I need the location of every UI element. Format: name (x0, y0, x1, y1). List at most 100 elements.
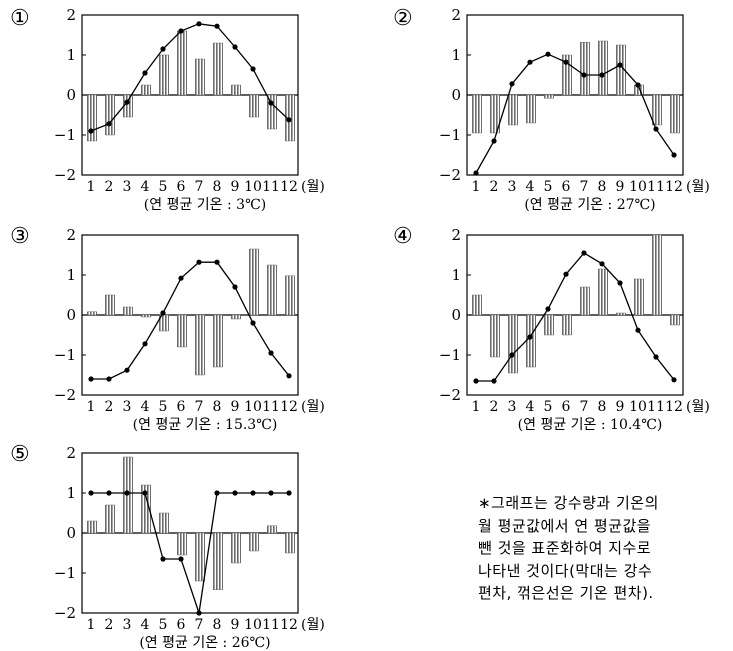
x-tick-label: 6 (562, 179, 571, 195)
temp-point (196, 610, 202, 616)
temp-point (232, 490, 238, 496)
temp-point (527, 59, 533, 65)
temp-point (250, 66, 256, 72)
temp-line (90, 23, 290, 132)
x-tick-label: 8 (213, 179, 222, 195)
y-tick-label: 2 (66, 226, 76, 244)
y-tick-label: −2 (439, 386, 461, 404)
y-tick-label: 2 (451, 6, 461, 24)
x-unit-label: (월) (301, 179, 325, 195)
x-tick-label: 1 (87, 399, 96, 415)
temp-point (509, 352, 515, 358)
precip-bar (616, 312, 626, 316)
chart-panel-2: ② 2 1 0 −1 −2 1 2 3 4 5 6 7 8 9 10 11 12 (월) (연 평균 기온 : 27… (385, 0, 725, 215)
footnote-line: 뺀 것을 표준화하여 지수로 (478, 539, 652, 557)
precip-bar (490, 314, 500, 358)
temp-point (88, 490, 94, 496)
y-tick-label: 2 (451, 226, 461, 244)
temp-point (617, 280, 623, 286)
precip-bar (231, 84, 241, 96)
y-tick-label: −1 (54, 346, 76, 364)
x-tick-label: 11 (262, 617, 280, 633)
temp-point (142, 341, 148, 347)
temp-point (509, 81, 515, 87)
precip-bar (159, 54, 169, 96)
temp-point (142, 490, 148, 496)
x-tick-label: 6 (177, 179, 186, 195)
precip-bar (598, 268, 608, 316)
precip-bar (670, 94, 680, 134)
precip-bar (267, 525, 277, 534)
temp-point (563, 59, 569, 65)
x-tick-label: 10 (629, 399, 647, 415)
temp-point (142, 70, 148, 76)
temp-point (653, 126, 659, 132)
y-tick-label: 0 (451, 86, 461, 104)
y-tick-label: −1 (439, 126, 461, 144)
precip-bar (285, 532, 295, 554)
temp-point (635, 82, 641, 88)
x-tick-label: 11 (262, 399, 280, 415)
precip-bar (141, 314, 151, 318)
precip-bar (508, 314, 518, 374)
precip-bar (87, 520, 97, 534)
x-tick-label: 3 (508, 399, 517, 415)
x-tick-label: 11 (647, 179, 665, 195)
x-tick-label: 9 (616, 179, 625, 195)
x-tick-label: 4 (141, 399, 150, 415)
chart-caption: (연 평균 기온 : 3℃) (144, 197, 266, 213)
precip-bar (177, 532, 187, 556)
temp-point (160, 310, 166, 316)
x-tick-label: 12 (665, 399, 683, 415)
temp-point (599, 261, 605, 267)
temp-point (106, 121, 112, 127)
precip-bar (544, 314, 554, 336)
x-tick-label: 9 (231, 617, 240, 633)
x-tick-label: 3 (123, 617, 132, 633)
x-tick-label: 9 (231, 399, 240, 415)
x-tick-label: 12 (280, 179, 298, 195)
temp-point (88, 128, 94, 134)
footnote-line: 편차, 꺾은선은 기온 편차). (478, 584, 654, 602)
precip-bar (616, 44, 626, 96)
temp-point (635, 327, 641, 333)
temp-point (106, 490, 112, 496)
temp-point (617, 62, 623, 68)
y-tick-label: 0 (66, 306, 76, 324)
x-tick-label: 5 (544, 179, 553, 195)
x-tick-label: 5 (159, 179, 168, 195)
x-tick-label: 4 (141, 617, 150, 633)
temp-point (160, 46, 166, 52)
precip-bar (472, 294, 482, 316)
precip-bar (580, 42, 590, 96)
x-tick-label: 7 (580, 179, 589, 195)
precip-bar (177, 30, 187, 96)
temp-point (178, 556, 184, 562)
chart-svg: 210−1−21 2 3 4 5 6 7 8 9 10 11 12 (월)(연 평균 기온 : 10.4… (439, 226, 710, 433)
precip-bar (87, 311, 97, 316)
temp-point (232, 284, 238, 290)
precip-bar (562, 54, 572, 96)
temp-point (671, 152, 677, 158)
temp-point (88, 376, 94, 382)
y-tick-label: −1 (54, 564, 76, 582)
x-tick-label: 2 (105, 617, 114, 633)
x-tick-label: 1 (472, 399, 481, 415)
x-unit-label: (월) (686, 179, 710, 195)
temp-point (581, 250, 587, 256)
precip-bar (544, 94, 554, 99)
temp-line (476, 252, 675, 382)
x-tick-label: 3 (123, 179, 132, 195)
x-unit-label: (월) (686, 399, 710, 415)
x-tick-label: 2 (105, 179, 114, 195)
precip-bar (87, 94, 97, 142)
chart-svg: 210−1−21 2 3 4 5 6 7 8 9 10 11 12 (월)(연 평균 기온 : 3℃) (54, 6, 325, 213)
precip-bar (123, 306, 133, 316)
temp-point (124, 367, 130, 373)
temp-point (545, 51, 551, 57)
y-tick-label: 0 (66, 524, 76, 542)
chart-caption: (연 평균 기온 : 26℃) (139, 635, 270, 651)
x-tick-label: 9 (616, 399, 625, 415)
precip-bar (231, 314, 241, 320)
temp-line (475, 53, 675, 174)
